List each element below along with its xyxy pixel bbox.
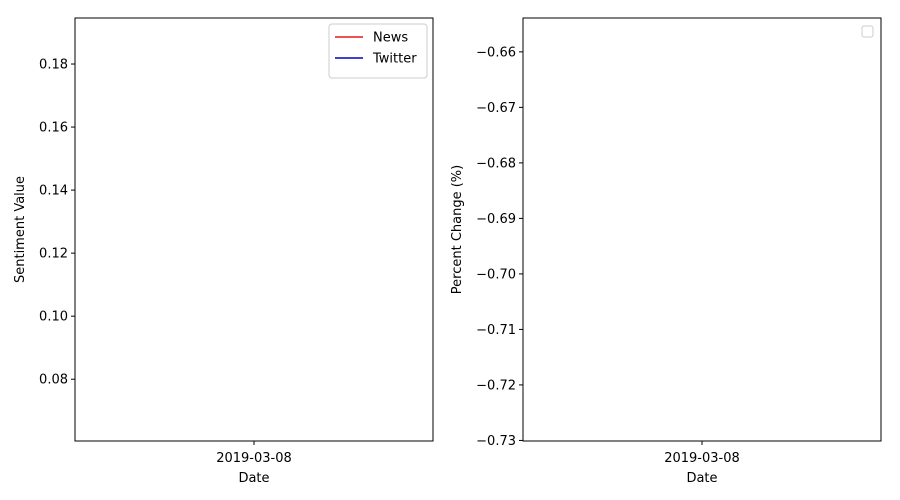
- y-tick-label: −0.72: [476, 378, 516, 393]
- y-tick-label: 0.08: [39, 373, 68, 388]
- chart-panel-1: 0.08 0.10 0.12 0.14 0.16 0.18 2019-03-08 Date Se…: [13, 17, 434, 486]
- y-tick-label: 0.12: [39, 247, 68, 262]
- legend-label: Twitter: [372, 52, 417, 67]
- legend: News Twitter: [328, 23, 428, 79]
- x-axis-label: Date: [238, 471, 269, 486]
- legend-label: News: [373, 31, 408, 46]
- y-tick-label: −0.66: [476, 45, 516, 60]
- y-tick-label: −0.71: [476, 323, 516, 338]
- y-tick-label: 0.10: [39, 310, 68, 325]
- legend-box-empty: [861, 25, 874, 38]
- y-tick-label: −0.73: [476, 434, 516, 449]
- plot-frame: [74, 17, 434, 442]
- y-tick-label: 0.16: [39, 121, 68, 136]
- plot-frame: [522, 17, 882, 442]
- x-tick-label: 2019-03-08: [664, 451, 740, 466]
- y-tick-label: 0.18: [39, 58, 68, 73]
- y-axis-label: Percent Change (%): [450, 165, 465, 294]
- y-tick-label: −0.69: [476, 212, 516, 227]
- chart-panel-2: −0.66 −0.67 −0.68 −0.69 −0.70 −0.71 −0.72 −0.73…: [450, 17, 882, 486]
- y-axis-label: Sentiment Value: [13, 176, 28, 283]
- y-tick-label: −0.70: [476, 267, 516, 282]
- y-tick-label: 0.14: [39, 184, 68, 199]
- x-axis-label: Date: [686, 471, 717, 486]
- y-tick-label: −0.68: [476, 156, 516, 171]
- y-tick-label: −0.67: [476, 101, 516, 116]
- x-tick-label: 2019-03-08: [216, 451, 292, 466]
